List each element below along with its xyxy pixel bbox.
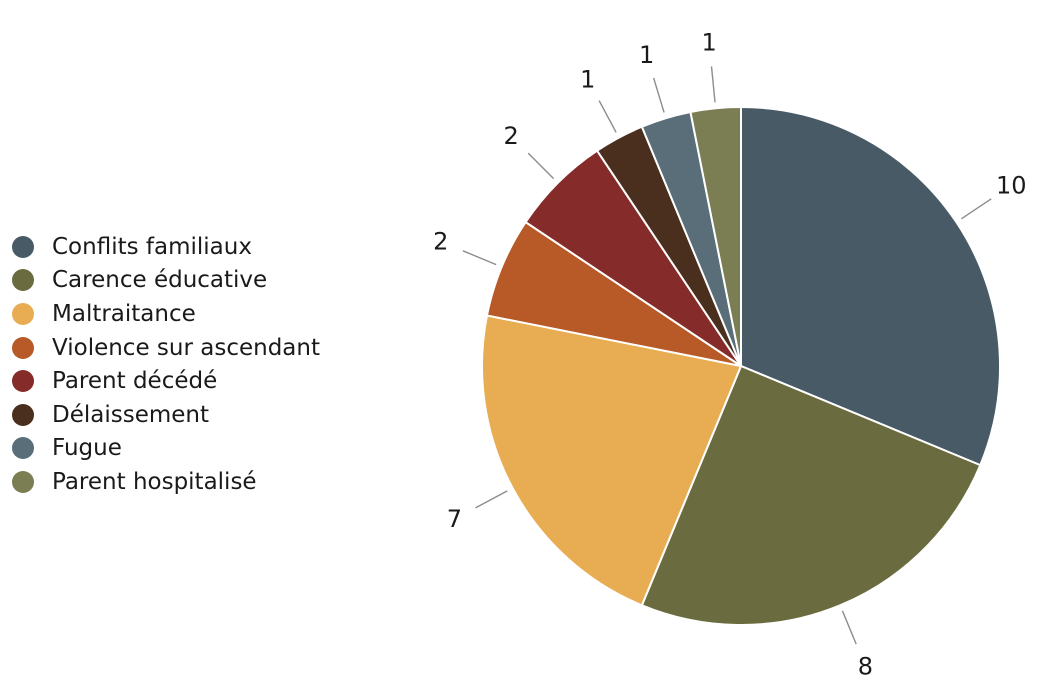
pie-slice-maltraitance <box>481 314 743 607</box>
leader-line-violence-sur-ascendant <box>462 250 497 266</box>
legend-label: Fugue <box>52 435 122 462</box>
pie-slice-parent-hospitalise <box>689 105 742 367</box>
legend-swatch-icon <box>12 437 34 460</box>
legend-label: Parent décédé <box>52 368 218 395</box>
leader-line-parent-decede <box>527 152 555 180</box>
pie-slices <box>481 105 1001 626</box>
data-label-maltraitance: 7 <box>447 505 462 533</box>
legend-label: Délaissement <box>52 401 210 428</box>
legend-swatch-icon <box>12 302 34 325</box>
legend-item-fugue: Fugue <box>12 432 320 466</box>
legend-label: Parent hospitalisé <box>52 468 257 495</box>
leader-line-parent-hospitalise <box>710 66 716 103</box>
legend-swatch-icon <box>12 370 34 393</box>
legend-item-parent-hospitalise: Parent hospitalisé <box>12 465 320 499</box>
legend-swatch-icon <box>12 403 34 426</box>
legend-item-conflits-familiaux: Conflits familiaux <box>12 230 320 264</box>
legend-item-parent-decede: Parent décédé <box>12 364 320 398</box>
legend-label: Violence sur ascendant <box>52 334 320 361</box>
data-label-parent-hospitalise: 1 <box>702 29 717 57</box>
pie-slice-carence-educative <box>640 364 982 626</box>
legend-item-carence-educative: Carence éducative <box>12 264 320 298</box>
legend-swatch-icon <box>12 336 34 359</box>
legend-swatch-icon <box>12 470 34 493</box>
data-labels: 10 8 7 2 2 1 1 1 <box>433 29 1026 681</box>
leader-lines <box>462 66 992 645</box>
legend-label: Conflits familiaux <box>52 233 252 260</box>
leader-line-fugue <box>652 77 665 113</box>
leader-line-conflits-familiaux <box>960 198 992 220</box>
data-label-conflits-familiaux: 10 <box>996 171 1027 199</box>
legend-swatch-icon <box>12 269 34 292</box>
data-label-carence-educative: 8 <box>858 652 873 680</box>
legend-label: Maltraitance <box>52 300 196 327</box>
data-label-violence-sur-ascendant: 2 <box>433 228 448 256</box>
legend-item-maltraitance: Maltraitance <box>12 297 320 331</box>
data-label-delaissement: 1 <box>580 65 595 93</box>
leader-line-delaissement <box>598 100 617 133</box>
legend: Conflits familiaux Carence éducative Maltr… <box>12 230 320 499</box>
leader-line-carence-educative <box>841 610 857 645</box>
legend-label: Carence éducative <box>52 267 268 294</box>
data-label-parent-decede: 2 <box>504 122 519 150</box>
legend-item-delaissement: Délaissement <box>12 398 320 432</box>
leader-line-maltraitance <box>475 490 508 509</box>
legend-item-violence-sur-ascendant: Violence sur ascendant <box>12 331 320 365</box>
pie-slice-conflits-familiaux <box>740 105 1001 467</box>
data-label-fugue: 1 <box>639 41 654 69</box>
legend-swatch-icon <box>12 235 34 258</box>
